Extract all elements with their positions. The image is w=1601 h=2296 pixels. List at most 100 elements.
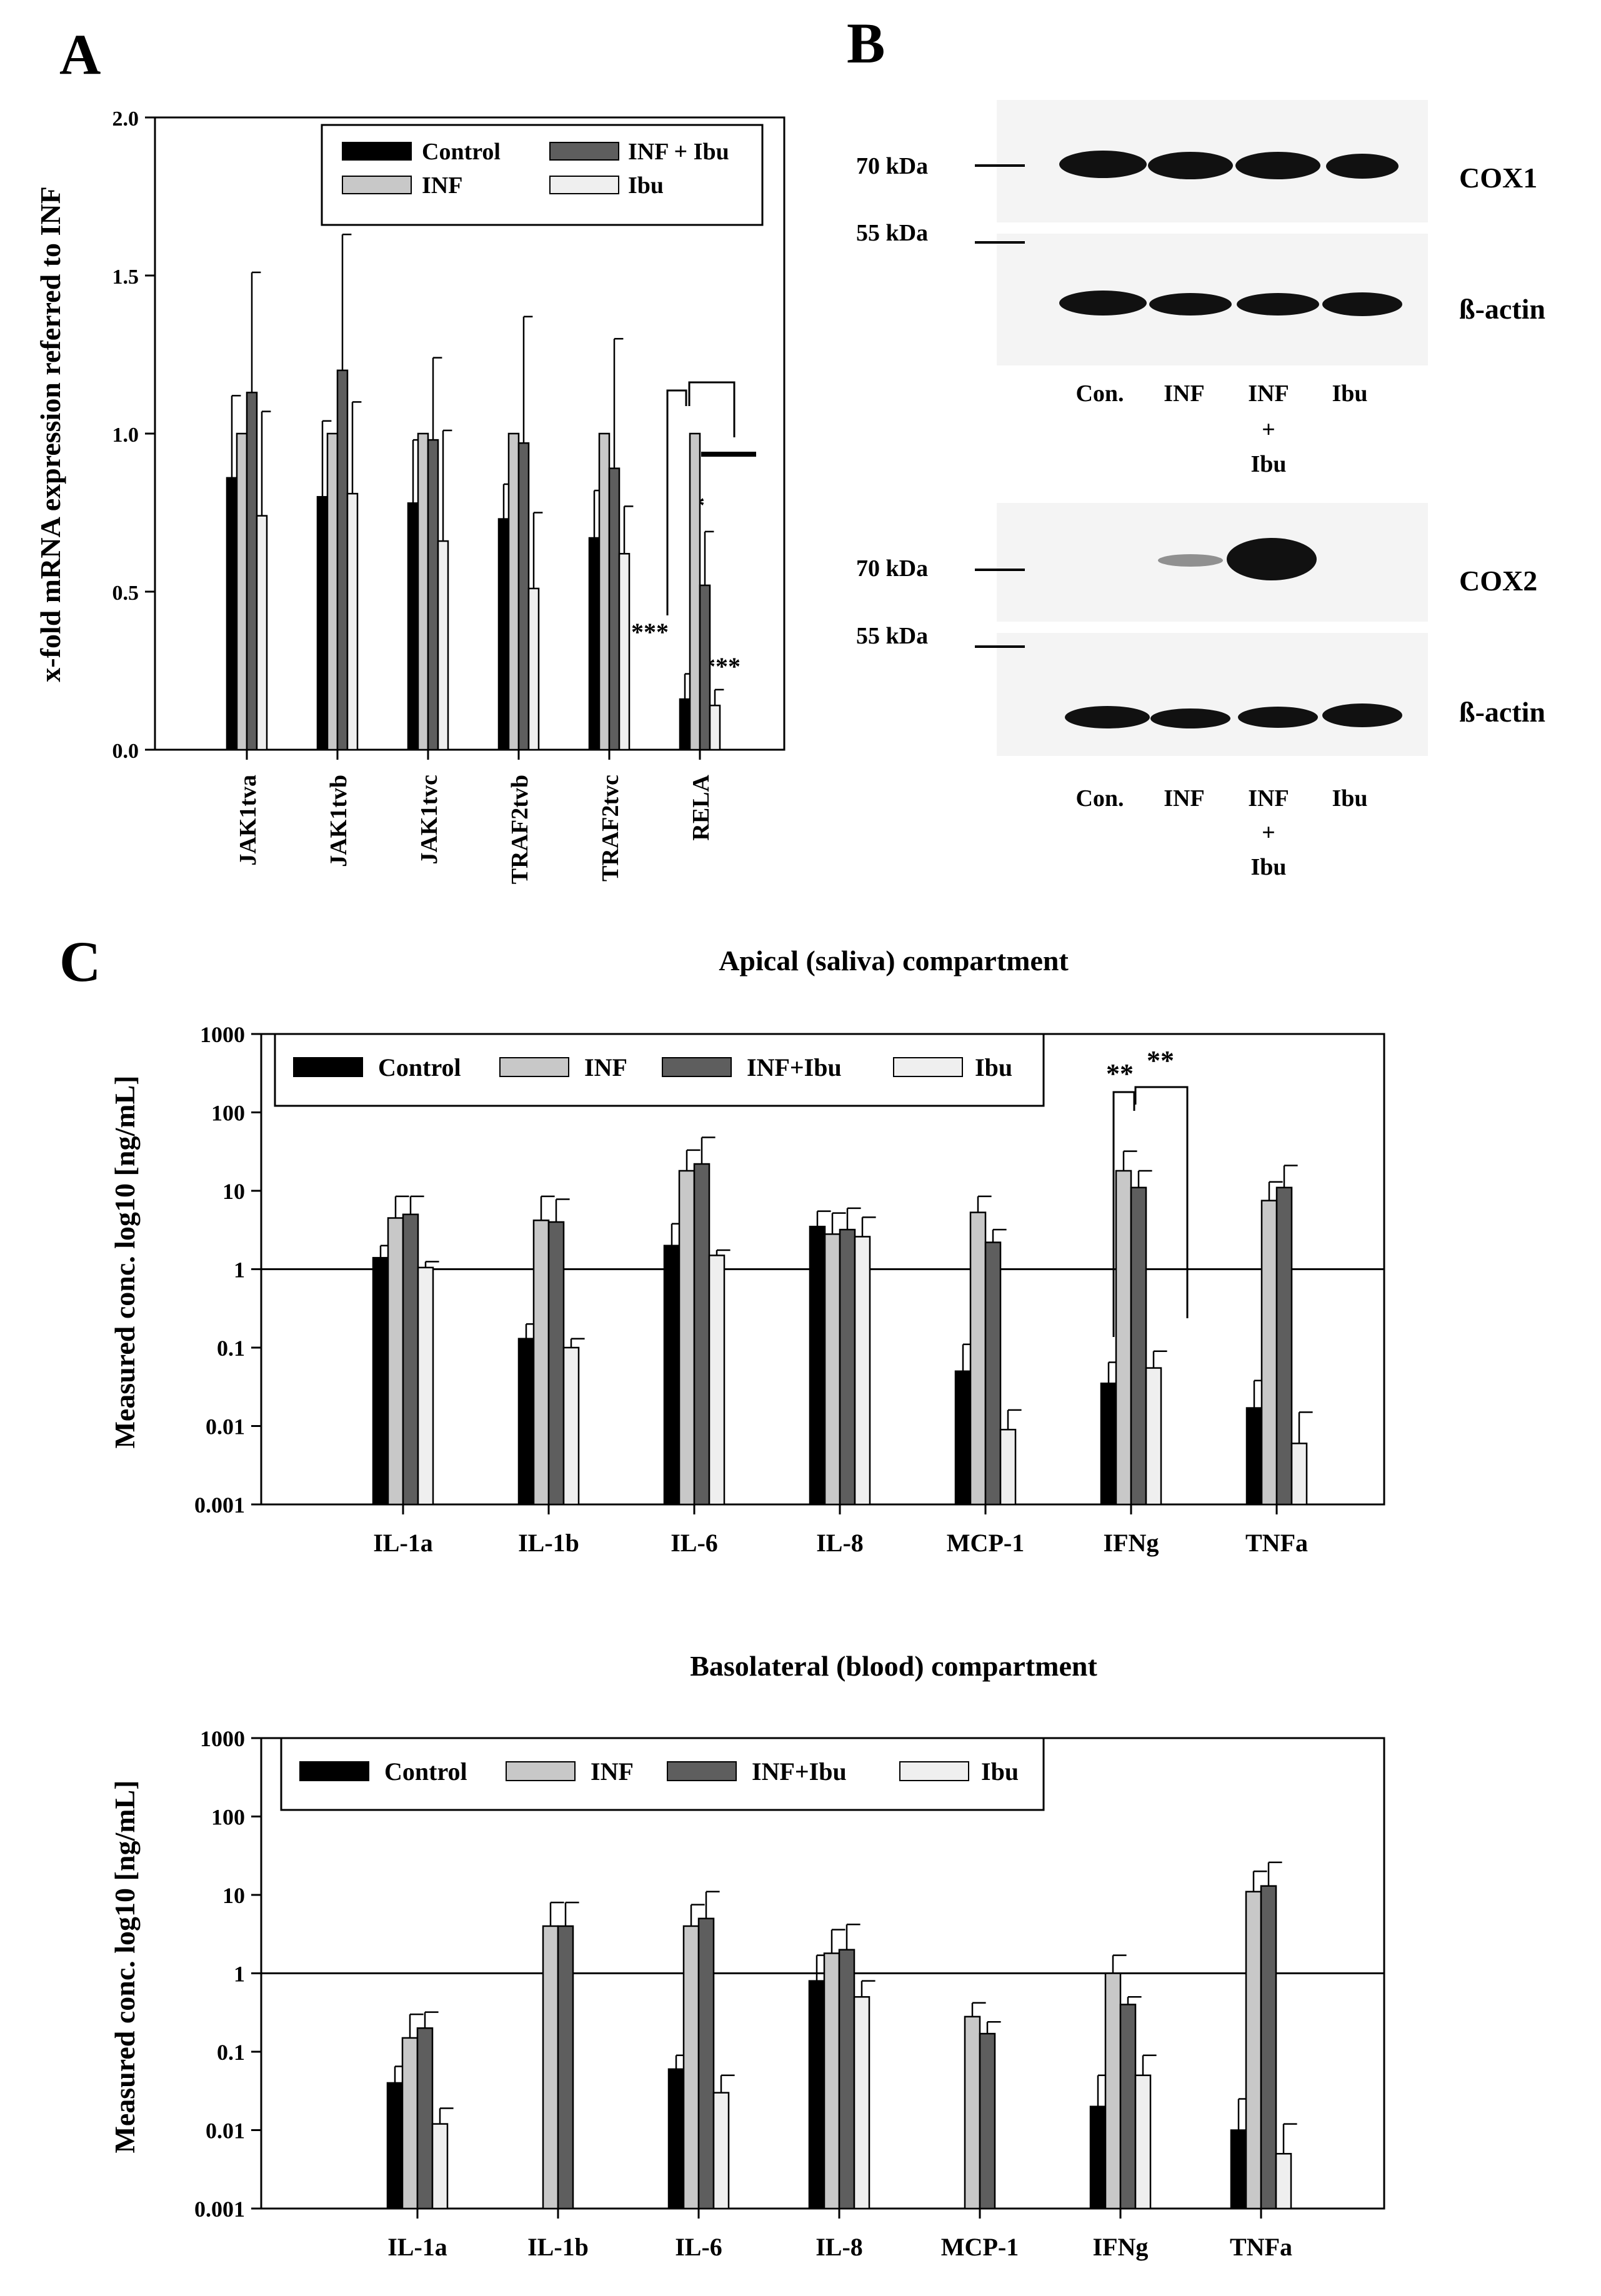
bar-inf-il-1a	[401, 2037, 419, 2210]
category-label-traf2tvc: TRAF2tvc	[597, 775, 624, 882]
lane2-ibu: Ibu	[1332, 785, 1367, 812]
chart-c1-bracket-2	[1134, 1086, 1189, 1318]
legend-c-basolateral: Control INF INF+Ibu Ibu	[280, 1737, 1045, 1811]
category-label-jak1tva: JAK1tva	[235, 775, 261, 866]
legend-c2-inf-swatch	[506, 1761, 576, 1781]
western-blots: 70 kDa 55 kDa COX1 ß-actin Con. INF INF …	[856, 100, 1545, 880]
lane1-ibu: Ibu	[1332, 380, 1367, 407]
legend-c1-inf-ibu-label: INF+Ibu	[747, 1053, 842, 1081]
legend-a: Control INF + Ibu INF Ibu	[321, 124, 764, 226]
category-label-mcp-1: MCP-1	[941, 2233, 1019, 2261]
category-label-il-6: IL-6	[675, 2233, 722, 2261]
bar-inf-ibu-il-8	[839, 1228, 856, 1506]
chart-a-bracket-2	[688, 381, 736, 437]
legend-c1-inf-ibu-swatch	[662, 1057, 732, 1077]
legend-c1-control-label: Control	[378, 1053, 461, 1081]
bar-ibu-il-1a	[417, 1266, 434, 1506]
chart-1-ytick-label: 0.01	[206, 1414, 245, 1439]
bar-inf-il-8	[823, 1952, 840, 2210]
bar-ibu-il-8	[853, 1996, 870, 2210]
bar-control-mcp-1	[954, 1370, 972, 1506]
chart-c1-annotation-2: **	[1147, 1045, 1174, 1076]
blot-cox1-gap	[997, 222, 1428, 234]
chart-2-ytick-label: 1	[234, 1962, 245, 1987]
bar-control-jak1tvb	[316, 495, 329, 751]
legend-a-inf-swatch	[342, 176, 412, 194]
category-label-jak1tvb: JAK1tvb	[326, 775, 352, 867]
bar-ibu-jak1tvb	[346, 492, 359, 751]
category-label-il-1a: IL-1a	[387, 2233, 447, 2261]
category-label-il-1a: IL-1a	[373, 1529, 433, 1557]
bar-inf-tnfa	[1245, 1891, 1262, 2210]
legend-a-control-label: Control	[422, 139, 501, 165]
category-label-jak1tvc: JAK1tvc	[416, 775, 442, 865]
bar-ibu-jak1tvc	[437, 540, 449, 751]
chart-1-ytick-label: 0.001	[194, 1493, 245, 1518]
bar-inf-traf2tvc	[598, 432, 611, 751]
band-bactin1-inf	[1149, 293, 1232, 316]
band-bactin1-con	[1059, 291, 1147, 316]
chart-c1-bracket-1	[1112, 1091, 1135, 1337]
chart-1-ytick-label: 0.1	[217, 1336, 245, 1361]
bar-inf-ibu-jak1tvc	[427, 439, 439, 751]
legend-c1-ibu-label: Ibu	[975, 1053, 1012, 1081]
bar-inf-ifng	[1115, 1170, 1132, 1506]
bar-control-tnfa	[1245, 1407, 1263, 1506]
band-bactin1-ibu	[1322, 292, 1402, 316]
legend-c2-ibu-label: Ibu	[981, 1757, 1019, 1786]
chart-2-ytick-label: 0.01	[206, 2119, 245, 2144]
category-label-il-1b: IL-1b	[527, 2233, 589, 2261]
lane2-con: Con.	[1075, 785, 1124, 812]
bar-control-ifng	[1100, 1382, 1117, 1506]
bar-inf-il-6	[682, 1925, 700, 2210]
bar-ibu-rela	[709, 704, 721, 751]
legend-a-ibu-label: Ibu	[628, 172, 664, 199]
category-label-traf2tvb: TRAF2tvb	[507, 775, 533, 884]
lane2-ibu-sub: Ibu	[1250, 854, 1286, 880]
band-cox1-ibu	[1326, 154, 1399, 179]
bar-inf-ifng	[1104, 1972, 1122, 2210]
bar-control-il-6	[663, 1245, 681, 1506]
category-label-ifng: IFNg	[1104, 1529, 1159, 1557]
band-cox2-infibu	[1227, 538, 1317, 580]
chart-2-ytick-label: 1000	[200, 1726, 245, 1751]
legend-c2-inf-label: INF	[591, 1757, 634, 1786]
bar-control-il-8	[809, 1225, 826, 1506]
bar-inf-ibu-traf2tvb	[517, 442, 530, 751]
bar-ibu-il-1b	[562, 1346, 580, 1506]
bar-inf-ibu-mcp-1	[979, 2032, 996, 2210]
bar-ibu-traf2tvb	[527, 587, 540, 751]
chart-c1-annotation-1: **	[1106, 1058, 1134, 1089]
legend-c1-inf-swatch	[499, 1057, 569, 1077]
blot2-kda70: 70 kDa	[856, 555, 928, 582]
legend-c-apical: Control INF INF+Ibu Ibu	[274, 1033, 1045, 1107]
bar-inf-ibu-ifng	[1130, 1186, 1147, 1506]
bar-inf-il-1b	[532, 1220, 550, 1506]
band-cox1-con	[1059, 151, 1147, 178]
blot1-bactin-label: ß-actin	[1459, 293, 1545, 325]
bar-inf-jak1tva	[236, 432, 248, 751]
bar-inf-jak1tvb	[326, 432, 339, 751]
bar-inf-rela	[689, 432, 701, 751]
bar-control-traf2tvb	[497, 518, 510, 751]
bar-ibu-ifng	[1134, 2074, 1152, 2210]
legend-c1-inf-label: INF	[584, 1053, 627, 1081]
legend-c2-ibu-swatch	[899, 1761, 969, 1781]
bar-ibu-il-1a	[431, 2123, 449, 2210]
blot2-bactin-label: ß-actin	[1459, 696, 1545, 728]
chart-a-bracket-1	[666, 389, 687, 615]
bar-inf-ibu-tnfa	[1275, 1186, 1293, 1506]
chart-a: x-fold mRNA expression referred to INF C…	[34, 107, 786, 884]
category-label-il-8: IL-8	[816, 1529, 864, 1557]
blot-cox2-gap	[997, 622, 1428, 633]
legend-a-inf-ibu-swatch	[549, 142, 619, 161]
legend-a-ibu-swatch	[549, 176, 619, 194]
category-label-il-6: IL-6	[671, 1529, 718, 1557]
bar-inf-ibu-il-1b	[557, 1925, 574, 2210]
lane1-plus: +	[1262, 417, 1275, 443]
bar-inf-ibu-ifng	[1119, 2004, 1137, 2210]
bar-inf-ibu-il-1a	[402, 1213, 419, 1506]
bar-inf-ibu-jak1tvb	[336, 369, 349, 751]
band-bactin2-con	[1065, 706, 1150, 728]
bar-inf-ibu-mcp-1	[984, 1241, 1002, 1506]
